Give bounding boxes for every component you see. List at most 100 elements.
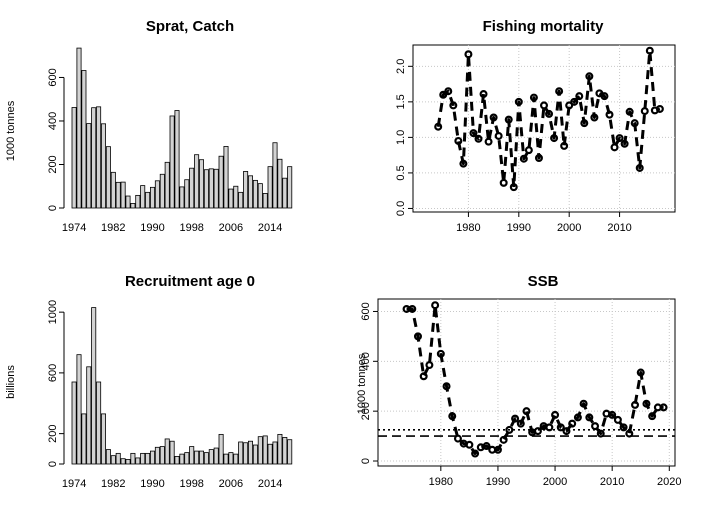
catch-bar [184,179,190,209]
catch-bar [91,107,97,209]
recruit-bar [149,450,155,465]
fmort-y-tick-label: 1.5 [395,94,407,109]
recruit-x-tick-label: 1974 [62,478,86,490]
catch-x-tick-label: 1974 [62,222,86,234]
ssb-point [545,423,554,432]
recruit-bar [223,453,229,465]
ssb-panel: SSB 1000 tonnes 0 200 400 600 1980 1990 2000 20… [356,273,682,488]
ssb-x-tick-label: 2020 [657,476,681,488]
fmort-point [454,136,463,145]
ssb-point [431,301,440,310]
fmort-point [469,129,478,138]
fmort-y-tick-label: 1.0 [395,130,407,145]
fmort-point [585,72,594,81]
recruit-bar [101,413,107,465]
recruit-bar [86,366,92,465]
ssb-title: SSB [528,273,559,290]
ssb-point [425,361,434,370]
recruit-bar [154,446,160,465]
recruit-bar [169,440,175,465]
recruit-bar [233,453,239,465]
fmort-point [615,134,624,143]
recruit-y-axis: 0 200 600 1000 [47,300,65,467]
recruit-bar [277,433,283,465]
catch-bar [145,191,151,209]
catch-bar [233,185,239,209]
ssb-point [465,440,474,449]
catch-bar [267,166,273,209]
catch-x-tick-label: 1998 [179,222,203,234]
fmort-point [640,107,649,116]
recruit-bar [228,452,234,465]
fmort-y-tick-label: 0.0 [395,201,407,216]
recruit-bar [213,447,219,465]
ssb-y-tick-label: 200 [360,402,372,420]
recruit-bar [130,452,136,465]
ssb-y-tick-label: 400 [360,352,372,370]
ssb-point [551,410,560,419]
fmort-point [655,104,664,113]
catch-bar [243,171,249,209]
ssb-y-tick-label: 0 [360,458,372,464]
recruit-x-tick-label: 2006 [219,478,243,490]
ssb-point [408,304,417,313]
fmort-point [635,163,644,172]
fmort-point [570,97,579,106]
recruit-bar [174,456,180,465]
ssb-x-tick-label: 2010 [600,476,624,488]
fmort-point [444,87,453,96]
ssb-grid [378,299,675,466]
ssb-point [436,349,445,358]
recruit-bar [105,449,111,465]
ssb-point [419,372,428,381]
ssb-x-tick-label: 2000 [543,476,567,488]
ssb-point [613,415,622,424]
ssb-point [413,332,422,341]
recruit-bar [184,452,190,465]
catch-bar [287,166,293,209]
catch-bar [277,158,283,209]
fmort-point [529,93,538,102]
catch-bar [252,179,258,209]
fmort-point [484,137,493,146]
recruit-bar [91,307,97,465]
ssb-point [448,412,457,421]
recruit-title: Recruitment age 0 [125,273,255,290]
fmort-x-tick-label: 1990 [507,222,531,234]
catch-y-tick-label: 600 [47,68,59,86]
fmort-point [489,113,498,122]
ssb-y-tick-label: 600 [360,302,372,320]
catch-y-tick-label: 0 [47,205,59,211]
fmort-x-tick-label: 2010 [607,222,631,234]
recruit-bar [140,452,146,465]
fmort-point [449,101,458,110]
fmort-panel: Fishing mortality 0.0 0.5 1.0 1.5 2.0 1980 199… [395,18,676,234]
ssb-point [511,414,520,423]
recruit-ylabel: billions [5,365,17,399]
fmort-series-line [436,49,661,189]
fmort-y-tick-label: 0.5 [395,165,407,180]
catch-y-tick-label: 200 [47,155,59,173]
catch-bar [81,70,87,209]
ssb-point [568,419,577,428]
catch-bar [101,123,107,209]
recruit-bar [120,458,126,465]
fmort-point [580,119,589,128]
recruit-x-tick-label: 1982 [101,478,125,490]
fmort-point [610,143,619,152]
catch-bar [71,107,77,209]
catch-x-tick-labels: 1974 1982 1990 1998 2006 2014 [62,222,282,234]
catch-bar [272,142,278,209]
catch-x-tick-label: 1990 [140,222,164,234]
ssb-point [659,403,668,412]
recruit-bar [287,439,293,465]
recruit-x-tick-label: 2014 [258,478,282,490]
recruit-bar [218,433,224,465]
ssb-point [591,422,600,431]
catch-bar [125,195,131,209]
catch-x-tick-label: 2006 [219,222,243,234]
fmort-y-tick-label: 2.0 [395,59,407,74]
ssb-x-tick-label: 1980 [429,476,453,488]
catch-bar [208,168,214,209]
catch-x-tick-label: 1982 [101,222,125,234]
